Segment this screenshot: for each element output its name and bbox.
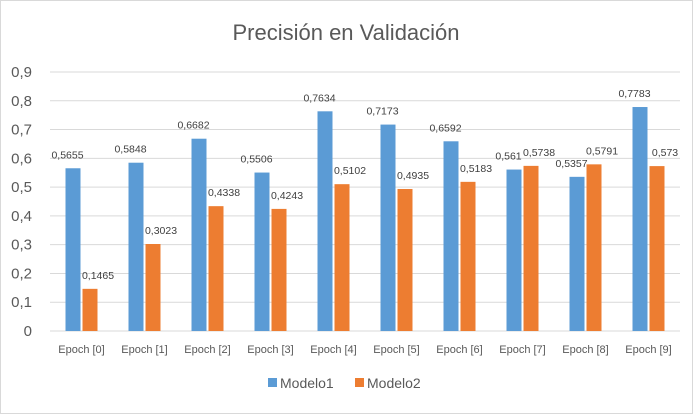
- y-tick-label: 0: [24, 323, 32, 340]
- x-tick-label: Epoch [8]: [562, 344, 608, 356]
- data-label: 0,4338: [208, 187, 240, 199]
- bar-modelo1-8: [569, 176, 585, 331]
- data-label: 0,4935: [397, 170, 429, 182]
- x-axis-ticks: Epoch [0] Epoch [1] Epoch [2] Epoch [3] Epoc…: [58, 344, 671, 356]
- bar-modelo2-4: [334, 184, 350, 331]
- bar-modelo2-0: [82, 288, 98, 331]
- data-label: 0,561: [495, 151, 521, 163]
- bar-modelo1-7: [506, 169, 522, 331]
- bar-modelo1-9: [632, 107, 648, 331]
- chart-title: Precisión en Validación: [232, 20, 459, 45]
- y-tick-label: 0,3: [11, 237, 32, 254]
- data-label: 0,5183: [460, 163, 492, 175]
- bar-modelo1-0: [65, 168, 81, 331]
- bar-modelo1-3: [254, 172, 270, 331]
- x-tick-label: Epoch [0]: [58, 344, 104, 356]
- y-tick-label: 0,9: [11, 64, 32, 81]
- bar-layer: [65, 107, 665, 332]
- data-label: 0,5506: [240, 154, 272, 166]
- x-tick-label: Epoch [3]: [247, 344, 293, 356]
- data-label: 0,7634: [303, 92, 335, 104]
- data-label: 0,5738: [523, 147, 555, 159]
- data-label: 0,1465: [82, 270, 114, 282]
- legend-label-modelo1: Modelo1: [280, 375, 334, 391]
- x-tick-label: Epoch [5]: [373, 344, 419, 356]
- bar-modelo2-1: [145, 244, 161, 331]
- data-label: 0,5102: [334, 165, 366, 177]
- data-label: 0,6682: [177, 120, 209, 132]
- bar-modelo2-3: [271, 208, 287, 331]
- x-tick-label: Epoch [6]: [436, 344, 482, 356]
- data-label: 0,5791: [586, 145, 618, 157]
- bar-modelo1-6: [443, 141, 459, 331]
- bar-modelo1-5: [380, 124, 396, 332]
- x-tick-label: Epoch [1]: [121, 344, 167, 356]
- data-label: 0,7783: [618, 88, 650, 100]
- bar-modelo2-2: [208, 206, 224, 331]
- data-label: 0,6592: [429, 122, 461, 134]
- data-label: 0,5655: [51, 149, 83, 161]
- y-tick-label: 0,8: [11, 93, 32, 110]
- data-label: 0,4243: [271, 190, 303, 202]
- y-tick-label: 0,5: [11, 179, 32, 196]
- x-tick-label: Epoch [2]: [184, 344, 230, 356]
- bar-modelo2-5: [397, 188, 413, 331]
- legend-swatch-modelo1: [268, 378, 277, 387]
- data-label: 0,3023: [145, 225, 177, 237]
- x-tick-label: Epoch [7]: [499, 344, 545, 356]
- y-tick-label: 0,2: [11, 265, 32, 282]
- bar-modelo1-4: [317, 111, 333, 331]
- data-label: 0,5848: [114, 144, 146, 156]
- y-tick-label: 0,6: [11, 150, 32, 167]
- bar-modelo2-9: [649, 166, 665, 331]
- legend-label-modelo2: Modelo2: [367, 375, 421, 391]
- y-tick-label: 0,1: [11, 294, 32, 311]
- data-label: 0,5357: [555, 158, 587, 170]
- y-tick-label: 0,7: [11, 122, 32, 139]
- y-tick-label: 0,4: [11, 208, 32, 225]
- bar-modelo2-7: [523, 165, 539, 331]
- bar-modelo2-6: [460, 181, 476, 331]
- data-label: 0,573: [652, 147, 678, 159]
- data-label: 0,7173: [366, 106, 398, 118]
- bar-modelo2-8: [586, 164, 602, 331]
- data-label-layer: 0,5655 0,1465 0,5848 0,3023 0,6682 0,4338 0,55…: [51, 88, 678, 282]
- x-tick-label: Epoch [4]: [310, 344, 356, 356]
- bar-modelo1-2: [191, 138, 207, 331]
- x-tick-label: Epoch [9]: [625, 344, 671, 356]
- bar-modelo1-1: [128, 162, 144, 331]
- legend-swatch-modelo2: [355, 378, 364, 387]
- legend: Modelo1 Modelo2: [268, 375, 421, 391]
